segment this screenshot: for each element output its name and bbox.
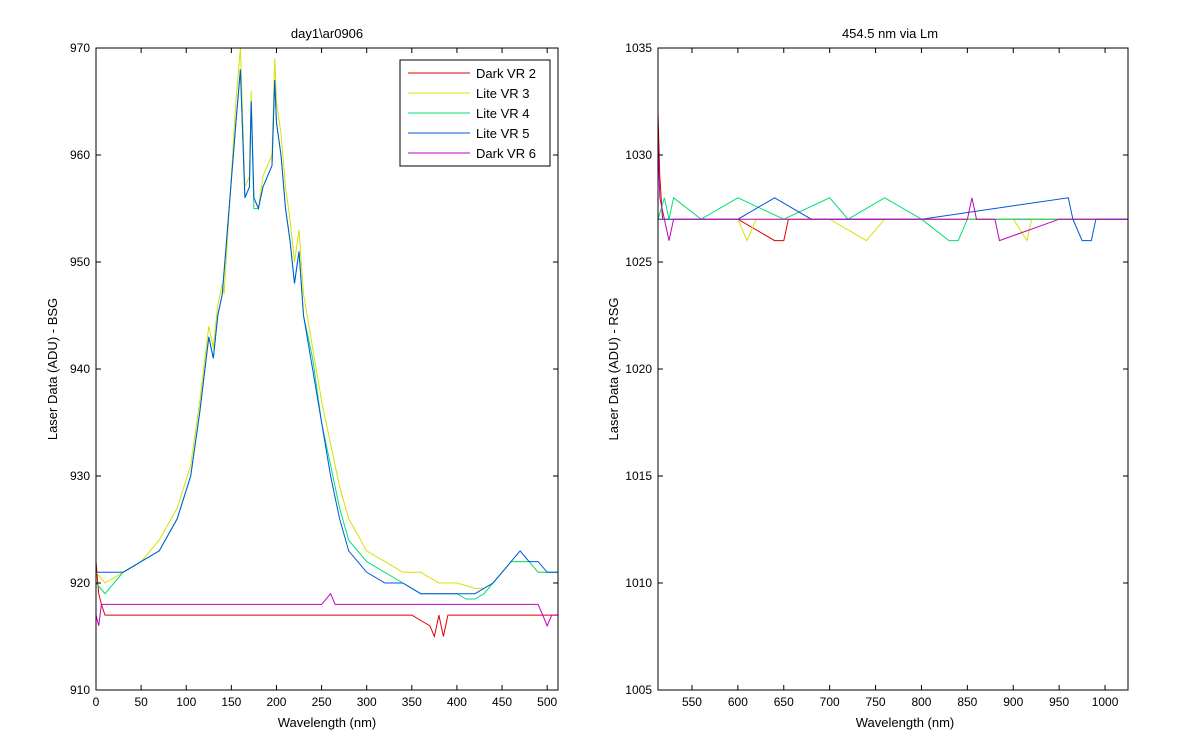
left-x-tick-label: 500 (537, 695, 557, 709)
left-y-tick-label: 970 (70, 41, 90, 55)
left-series-line-4 (96, 69, 558, 595)
left-x-tick-label: 300 (357, 695, 377, 709)
left-x-tick-label: 400 (447, 695, 467, 709)
right-x-tick-label: 550 (682, 695, 702, 709)
left-legend-label: Lite VR 5 (476, 126, 529, 141)
left-x-tick-label: 150 (221, 695, 241, 709)
left-y-tick-label: 940 (70, 362, 90, 376)
right-plot-area: 550 600 650 700 750 800 850 900 950 1000 1005 1010 1… (625, 41, 1129, 709)
right-x-tick-label: 1000 (1092, 695, 1119, 709)
left-x-tick-label: 0 (93, 695, 100, 709)
right-series-line-5 (657, 133, 1128, 242)
left-y-tick-label: 920 (70, 576, 90, 590)
right-y-tick-label: 1025 (625, 255, 652, 269)
right-x-tick-label: 850 (957, 695, 977, 709)
left-legend-label: Lite VR 3 (476, 86, 529, 101)
left-x-tick-label: 350 (402, 695, 422, 709)
left-legend-label: Dark VR 6 (476, 146, 536, 161)
right-chart-title: 454.5 nm via Lm (842, 26, 938, 41)
left-series-line-5 (95, 592, 558, 628)
left-x-tick-label: 200 (266, 695, 286, 709)
left-y-axis-label: Laser Data (ADU) - BSG (45, 298, 60, 440)
right-y-tick-label: 1020 (625, 362, 652, 376)
left-y-tick-label: 930 (70, 469, 90, 483)
left-y-tick-label: 950 (70, 255, 90, 269)
right-y-tick-label: 1015 (625, 469, 652, 483)
right-y-tick-label: 1030 (625, 148, 652, 162)
right-x-tick-label: 800 (911, 695, 931, 709)
right-y-axis-label: Laser Data (ADU) - RSG (606, 297, 621, 440)
left-legend: Dark VR 2 Lite VR 3 Lite VR 4 Lite VR 5 Dark… (399, 59, 551, 167)
right-chart: 454.5 nm via Lm 550 600 650 700 750 800 850 900… (606, 26, 1129, 730)
right-x-tick-label: 650 (774, 695, 794, 709)
left-plot-area: 0 50 100 150 200 250 300 350 400 450 500 910 920 930 9… (70, 41, 559, 709)
right-x-tick-label: 700 (820, 695, 840, 709)
right-x-axis-label: Wavelength (nm) (856, 715, 955, 730)
left-y-tick-label: 960 (70, 148, 90, 162)
right-x-tick-label: 750 (866, 695, 886, 709)
left-chart-title: day1\ar0906 (291, 26, 363, 41)
left-x-axis-label: Wavelength (nm) (278, 715, 377, 730)
left-legend-label: Lite VR 4 (476, 106, 529, 121)
left-x-tick-label: 450 (492, 695, 512, 709)
left-x-tick-label: 250 (312, 695, 332, 709)
right-x-tick-label: 600 (728, 695, 748, 709)
right-series-line-2 (658, 218, 1128, 242)
right-x-tick-label: 950 (1049, 695, 1069, 709)
left-legend-label: Dark VR 2 (476, 66, 536, 81)
right-x-tick-label: 900 (1003, 695, 1023, 709)
left-x-tick-label: 100 (176, 695, 196, 709)
left-chart: day1\ar0906 0 50 100 150 200 250 300 350 400 450 5… (45, 26, 559, 730)
left-y-tick-label: 910 (70, 683, 90, 697)
right-y-tick-label: 1005 (625, 683, 652, 697)
right-y-tick-label: 1035 (625, 41, 652, 55)
right-y-tick-label: 1010 (625, 576, 652, 590)
left-series-line-2 (95, 47, 558, 589)
left-x-tick-label: 50 (134, 695, 148, 709)
left-series-line-1 (95, 561, 558, 639)
